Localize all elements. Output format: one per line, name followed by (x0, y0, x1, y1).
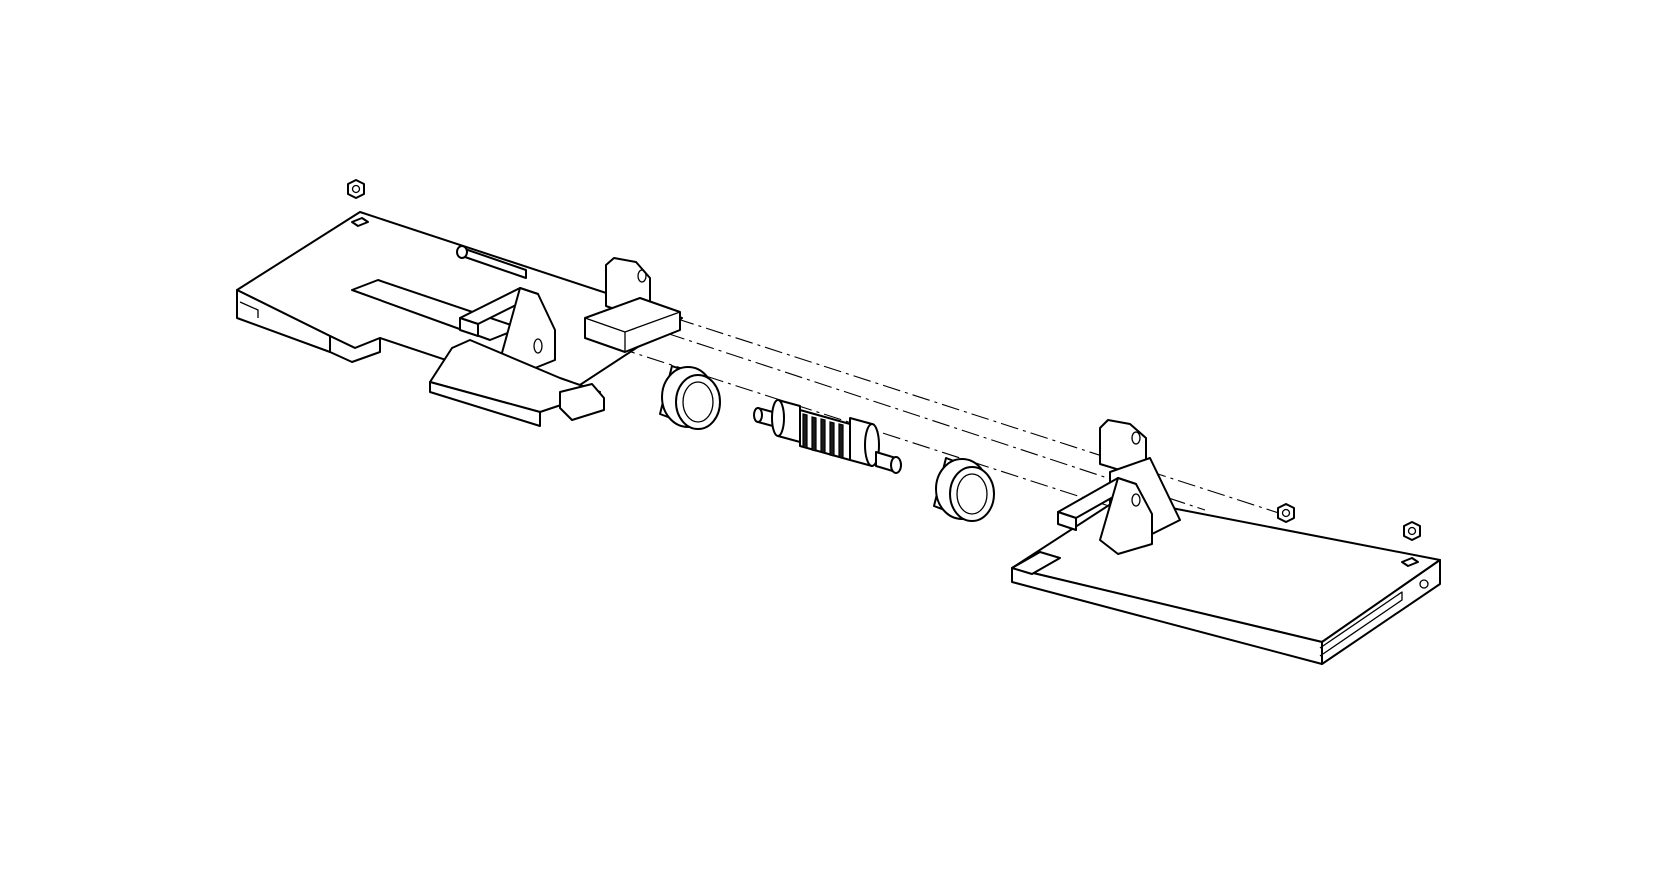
left-hinge-edge (584, 311, 681, 352)
right-plate-square-hole (1401, 557, 1419, 567)
right-pin-bore (1281, 508, 1291, 518)
left-lever-tip (559, 383, 605, 421)
right-hinge-hole (1131, 431, 1141, 445)
right-plate-side-slot (1319, 591, 1403, 657)
right-latch-hole (1131, 493, 1141, 507)
right-bushing (933, 457, 995, 522)
right-bushing-bore (956, 473, 988, 515)
left-plate-square-hole (351, 217, 369, 227)
right-latch-cap-front (1057, 511, 1077, 531)
left-lever (429, 339, 605, 427)
right-nut-hex (1403, 521, 1421, 541)
left-nut-bore (351, 184, 361, 194)
left-nut (347, 179, 365, 199)
right-nut-bore (1407, 526, 1417, 536)
right-latch-bracket (1057, 477, 1153, 555)
right-pin-nut (1277, 503, 1295, 523)
right-pin-hex (1277, 503, 1295, 523)
shaft-left-collar-end (771, 399, 785, 437)
left-hinge-block (584, 257, 681, 353)
left-pin (456, 245, 527, 279)
right-nut (1403, 521, 1421, 541)
left-hinge-base (584, 297, 681, 353)
left-hinge-hole (637, 269, 647, 283)
right-plate-side-hole (1419, 579, 1429, 589)
left-plate-slot (239, 301, 259, 318)
axis-line-main (519, 284, 1206, 511)
right-plate-side (1321, 559, 1441, 665)
center-shaft (753, 399, 902, 474)
left-latch-cap-front (459, 317, 479, 337)
left-lever-front (429, 381, 541, 427)
left-latch-bracket (459, 287, 556, 375)
left-pin-end (456, 245, 468, 259)
left-latch-hole (533, 338, 543, 354)
left-bushing (659, 365, 721, 430)
left-nut-hex (347, 179, 365, 199)
left-bushing-bore (682, 381, 714, 423)
shaft-gear-teeth (802, 413, 844, 459)
right-plate-tab (1011, 551, 1061, 575)
left-plate-notch-face (329, 335, 381, 363)
shaft-right-stub-end (890, 456, 902, 474)
shaft-left-stub-end (753, 407, 763, 423)
